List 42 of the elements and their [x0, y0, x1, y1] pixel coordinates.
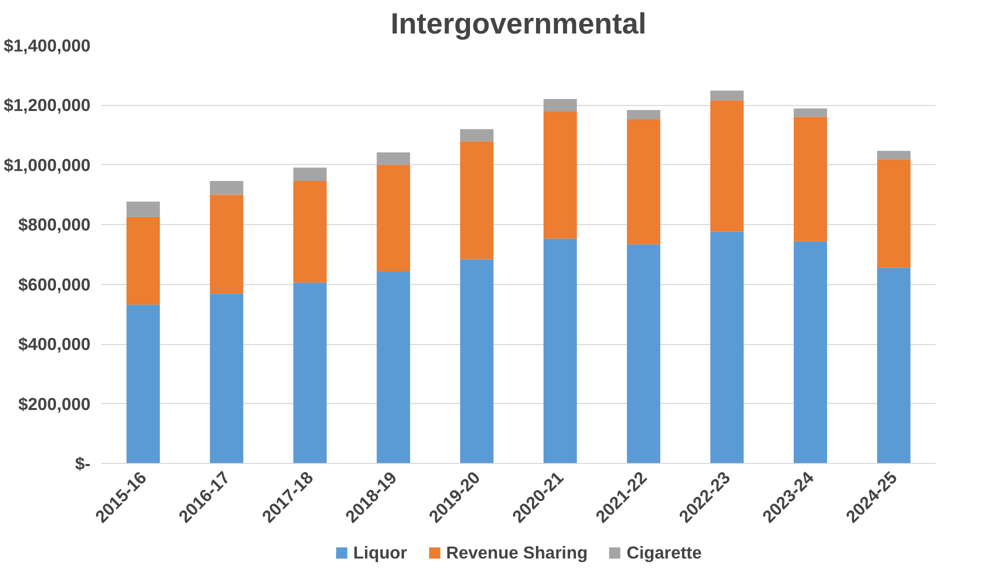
- bar: [626, 110, 660, 120]
- bar: [210, 194, 244, 294]
- bar: [710, 232, 744, 464]
- bar: [794, 241, 828, 464]
- bar: [460, 129, 494, 142]
- bar: [544, 111, 577, 239]
- bar: [126, 216, 160, 305]
- legend-label: Liquor: [353, 542, 408, 563]
- bar: [626, 120, 660, 244]
- bar: [710, 90, 744, 100]
- bar: [460, 259, 494, 464]
- bar: [544, 98, 577, 112]
- y-tick-label: $600,000: [18, 274, 91, 294]
- bar: [710, 100, 744, 232]
- y-tick-label: $1,000,000: [4, 154, 91, 175]
- y-tick-label: $1,200,000: [4, 95, 91, 116]
- bar: [626, 244, 660, 464]
- y-tick-label: $200,000: [18, 394, 91, 414]
- bar: [877, 150, 910, 160]
- bar: [794, 116, 828, 242]
- bar: [460, 141, 494, 260]
- bar: [293, 282, 327, 464]
- bar: [376, 272, 410, 464]
- bar: [293, 168, 327, 182]
- y-tick-label: $-: [75, 454, 91, 474]
- bar: [794, 108, 828, 117]
- bar: [210, 181, 244, 195]
- bar: [544, 238, 577, 464]
- chart-title: Intergovernmental: [390, 8, 646, 40]
- bar: [376, 164, 410, 272]
- bar: [877, 159, 910, 268]
- legend-label: Cigarette: [626, 542, 702, 563]
- bar: [210, 294, 244, 464]
- bar: [293, 181, 327, 283]
- y-tick-label: $1,400,000: [4, 36, 91, 56]
- bar: [126, 202, 160, 217]
- bar: [376, 152, 410, 165]
- y-tick-label: $800,000: [18, 214, 91, 235]
- y-tick-label: $400,000: [18, 334, 91, 354]
- legend-label: Revenue Sharing: [446, 542, 588, 563]
- bar: [126, 304, 160, 464]
- bar: [877, 268, 910, 464]
